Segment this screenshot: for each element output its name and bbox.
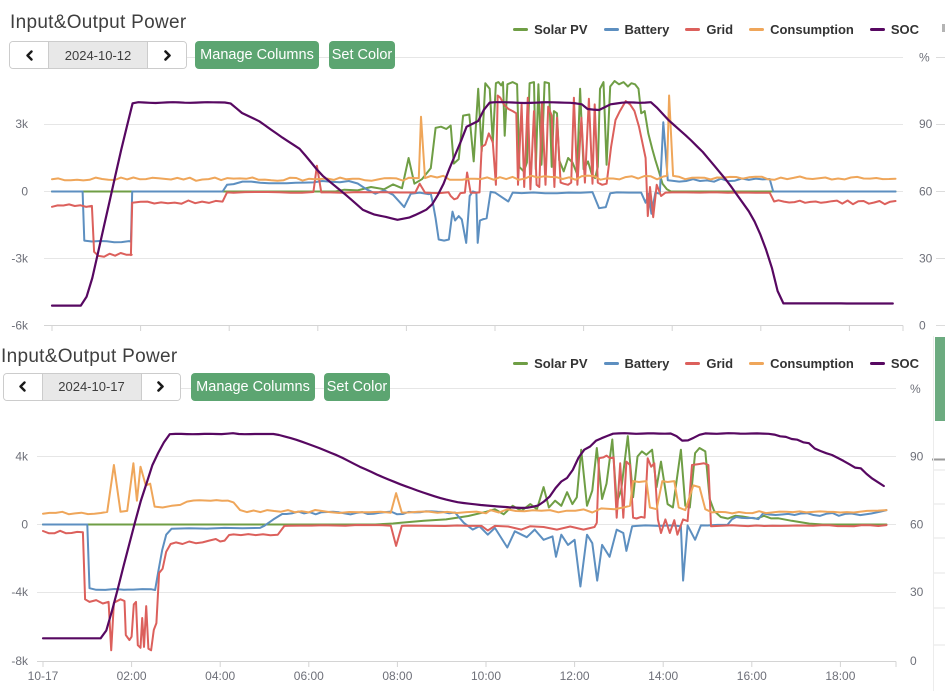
svg-text:3k: 3k: [15, 117, 29, 131]
svg-text:4k: 4k: [15, 450, 29, 464]
svg-text:10:00: 10:00: [471, 669, 501, 683]
svg-text:12:00: 12:00: [560, 669, 590, 683]
svg-text:08:00: 08:00: [382, 669, 412, 683]
svg-text:90: 90: [919, 117, 933, 131]
svg-text:02:00: 02:00: [117, 669, 147, 683]
svg-text:-6k: -6k: [11, 319, 29, 333]
svg-text:0: 0: [919, 319, 926, 333]
svg-text:18:00: 18:00: [825, 669, 855, 683]
svg-text:%: %: [910, 382, 921, 396]
svg-text:30: 30: [910, 585, 924, 599]
svg-text:0: 0: [21, 518, 28, 532]
svg-text:60: 60: [910, 518, 924, 532]
svg-text:-4k: -4k: [11, 585, 29, 599]
svg-text:-3k: -3k: [11, 252, 29, 266]
svg-text:90: 90: [910, 450, 924, 464]
svg-text:0: 0: [21, 185, 28, 199]
svg-text:10-17: 10-17: [28, 669, 59, 683]
svg-text:04:00: 04:00: [205, 669, 235, 683]
svg-text:06:00: 06:00: [294, 669, 324, 683]
svg-text:-8k: -8k: [11, 654, 29, 668]
svg-text:30: 30: [919, 252, 933, 266]
svg-text:0: 0: [910, 654, 917, 668]
svg-text:60: 60: [919, 185, 933, 199]
svg-text:16:00: 16:00: [737, 669, 767, 683]
svg-text:%: %: [919, 51, 930, 65]
svg-text:14:00: 14:00: [648, 669, 678, 683]
